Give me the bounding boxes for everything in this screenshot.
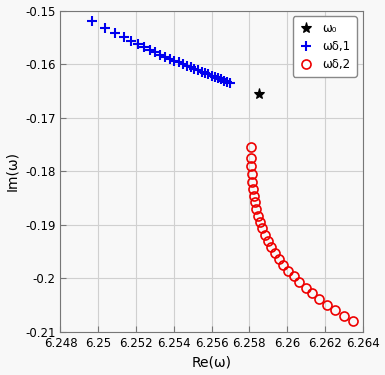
- ωδ,1: [206, 72, 211, 76]
- ωδ,2: [250, 186, 255, 191]
- ωδ,1: [153, 50, 157, 54]
- ωδ,2: [351, 319, 355, 324]
- ωδ,2: [286, 268, 290, 273]
- ωδ,2: [254, 207, 258, 212]
- X-axis label: Re(ω): Re(ω): [191, 356, 231, 369]
- ωδ,1: [188, 65, 193, 69]
- ωδ,2: [249, 156, 253, 160]
- ωδ,2: [255, 213, 260, 218]
- ωδ,2: [317, 297, 322, 302]
- ωδ,1: [216, 76, 221, 81]
- ωδ,2: [269, 244, 273, 249]
- ωδ,2: [265, 238, 270, 243]
- ωδ,1: [58, 2, 63, 6]
- ωδ,2: [276, 256, 281, 261]
- ωδ,1: [176, 60, 181, 64]
- Y-axis label: Im(ω): Im(ω): [5, 151, 20, 191]
- ωδ,2: [251, 194, 256, 198]
- ωδ,1: [142, 45, 146, 50]
- Legend: ω₀, ωδ,1, ωδ,2: ω₀, ωδ,1, ωδ,2: [293, 16, 357, 77]
- ωδ,2: [249, 145, 253, 149]
- ωδ,1: [172, 58, 177, 63]
- ωδ,1: [209, 74, 214, 78]
- ωδ,1: [222, 78, 227, 83]
- ωδ,1: [228, 81, 233, 85]
- ωδ,1: [213, 75, 218, 79]
- ωδ,1: [184, 63, 189, 68]
- ωδ,1: [90, 19, 94, 23]
- ωδ,1: [196, 68, 200, 72]
- ωδ,2: [259, 226, 264, 231]
- ωδ,1: [225, 80, 230, 84]
- ωδ,1: [147, 48, 152, 52]
- ωδ,2: [325, 303, 330, 307]
- ωδ,2: [262, 232, 267, 237]
- ωδ,1: [158, 52, 162, 57]
- ωδ,1: [129, 39, 133, 43]
- Line: ωδ,2: ωδ,2: [247, 142, 358, 326]
- ωδ,1: [219, 77, 224, 82]
- ωδ,2: [341, 314, 346, 318]
- ωδ,2: [272, 251, 277, 255]
- ωδ,2: [252, 200, 257, 205]
- ωδ,1: [136, 42, 140, 46]
- ωδ,2: [333, 308, 338, 312]
- ωδ,1: [192, 67, 197, 71]
- ωδ,1: [181, 62, 185, 66]
- ωδ,1: [121, 35, 126, 40]
- ωδ,1: [103, 26, 107, 30]
- ωδ,1: [167, 56, 172, 61]
- ωδ,2: [291, 274, 296, 279]
- ωδ,2: [297, 280, 301, 284]
- ωδ,2: [281, 262, 286, 267]
- ωδ,2: [303, 286, 308, 290]
- ωδ,2: [249, 172, 254, 176]
- ωδ,2: [310, 291, 315, 296]
- ωδ,2: [250, 179, 254, 184]
- ωδ,2: [249, 164, 254, 168]
- ωδ,1: [163, 54, 167, 59]
- ωδ,1: [199, 69, 204, 74]
- ωδ,2: [258, 220, 262, 224]
- ωδ,1: [203, 71, 208, 75]
- ωδ,1: [113, 31, 117, 35]
- Line: ωδ,1: ωδ,1: [55, 0, 235, 88]
